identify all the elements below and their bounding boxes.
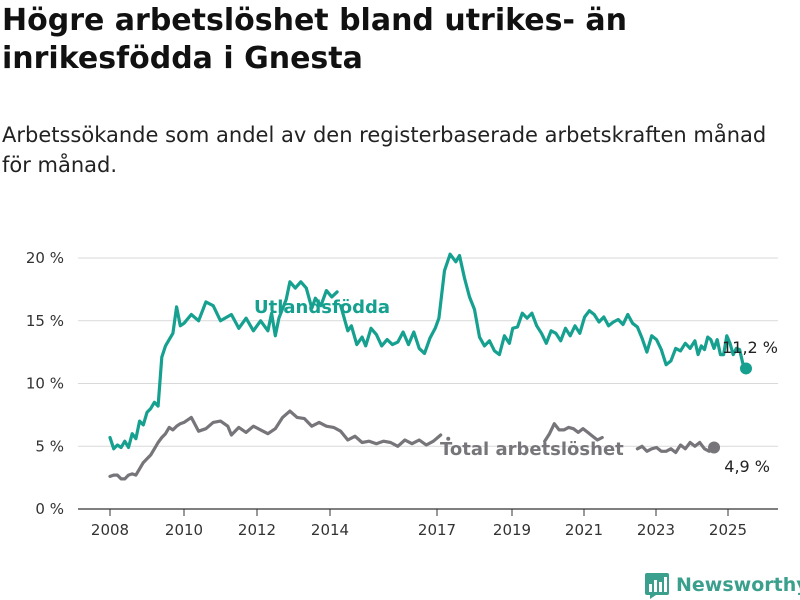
end-label-utlandsfodda: 11,2 % bbox=[722, 338, 778, 357]
chart-title: Högre arbetslöshet bland utrikes- än inr… bbox=[2, 3, 627, 76]
y-axis-tick-labels: 0 % 5 % 10 % 15 % 20 % bbox=[26, 249, 64, 518]
series-labels: Utlandsfödda Total arbetslöshet 11,2 % 4,9 … bbox=[254, 297, 778, 476]
end-marker bbox=[708, 441, 721, 454]
x-axis-ticks: 2008 2010 2012 2014 2017 2019 2021 2023 2025 bbox=[91, 509, 747, 539]
series-line-total bbox=[543, 422, 604, 443]
y-tick-label: 0 % bbox=[35, 500, 64, 518]
gridlines bbox=[78, 257, 778, 510]
x-tick-label: 2014 bbox=[311, 521, 349, 539]
y-tick-label: 20 % bbox=[26, 249, 64, 267]
x-tick-label: 2019 bbox=[493, 521, 531, 539]
series-line-total bbox=[635, 440, 716, 455]
x-tick-label: 2012 bbox=[238, 521, 276, 539]
end-label-total: 4,9 % bbox=[724, 457, 770, 476]
series-lines bbox=[108, 252, 752, 481]
series-point bbox=[446, 436, 451, 441]
y-tick-label: 15 % bbox=[26, 312, 64, 330]
x-tick-label: 2008 bbox=[91, 521, 129, 539]
newsworthy-logo: Newsworthy bbox=[644, 570, 800, 600]
series-label-utlandsfodda: Utlandsfödda bbox=[254, 297, 390, 318]
series-line-utlandsfodda bbox=[339, 252, 748, 370]
chart-subtitle: Arbetssökande som andel av den registerb… bbox=[2, 123, 767, 177]
y-tick-label: 10 % bbox=[26, 375, 64, 393]
newsworthy-logo-text: Newsworthy bbox=[676, 574, 800, 596]
x-tick-label: 2021 bbox=[565, 521, 603, 539]
x-tick-label: 2023 bbox=[637, 521, 675, 539]
y-tick-label: 5 % bbox=[35, 437, 64, 455]
x-tick-label: 2010 bbox=[165, 521, 203, 539]
newsworthy-logo-icon bbox=[645, 573, 669, 599]
series-label-total: Total arbetslöshet bbox=[440, 439, 624, 460]
series-line-utlandsfodda bbox=[108, 280, 339, 451]
series-line-total bbox=[108, 409, 443, 481]
end-marker bbox=[740, 362, 752, 375]
x-tick-label: 2025 bbox=[709, 521, 747, 539]
x-tick-label: 2017 bbox=[418, 521, 456, 539]
